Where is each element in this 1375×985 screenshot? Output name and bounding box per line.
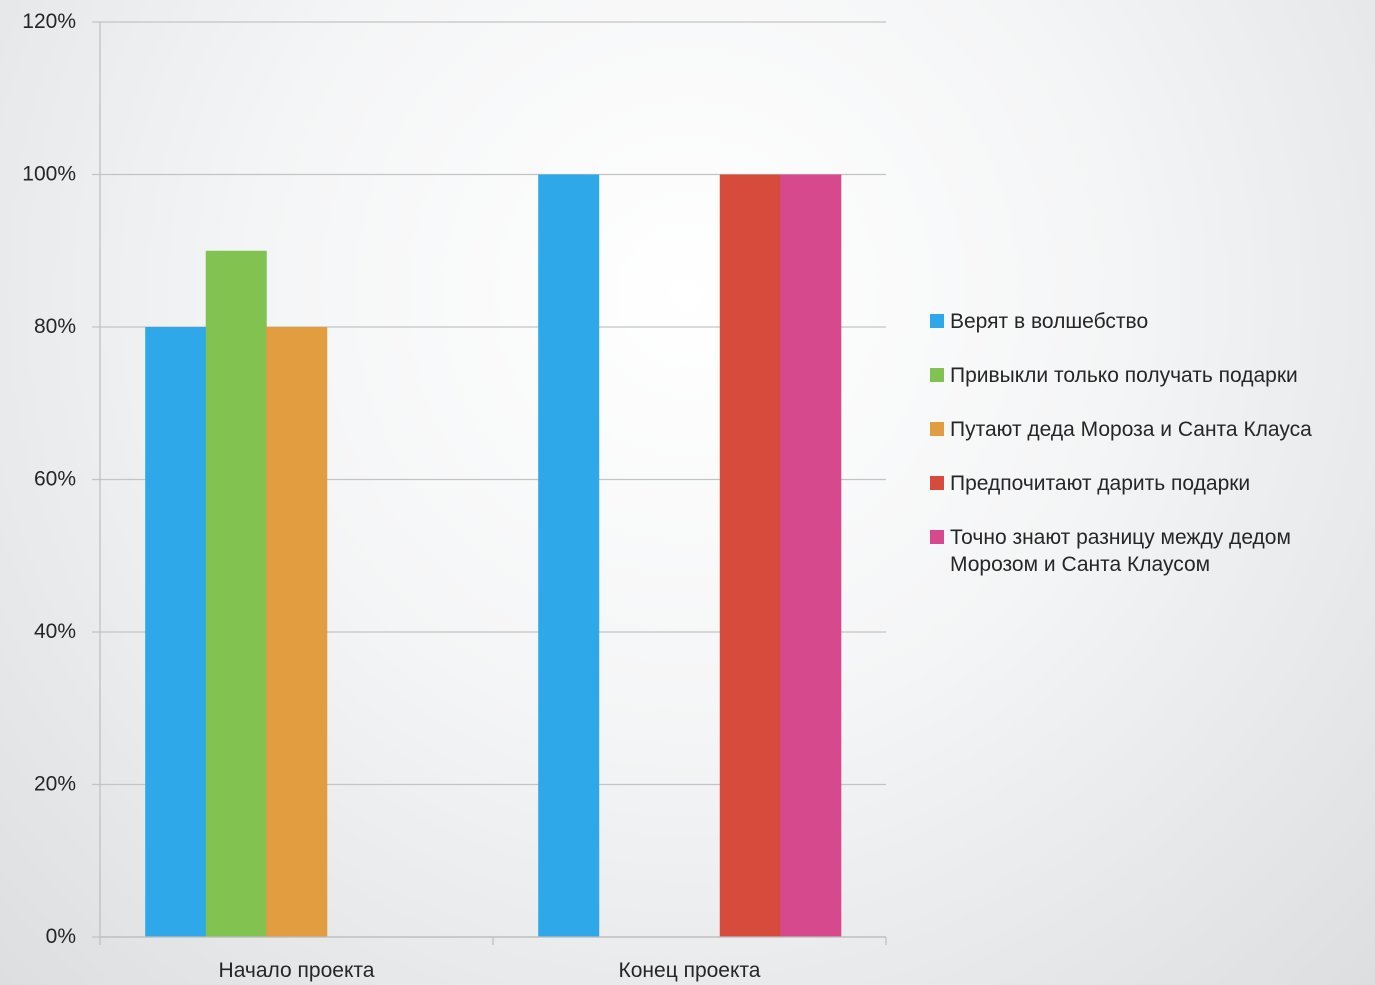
y-axis-tick-labels: 0% 20% 40% 60% 80% 100% 120% [22, 10, 76, 948]
x-tick-label: Начало проекта [219, 959, 375, 982]
legend-swatch [930, 314, 944, 328]
legend-item: Точно знают разницу между дедом Морозом … [930, 524, 1370, 578]
legend-swatch [930, 476, 944, 490]
legend-item: Путают деда Мороза и Санта Клауса [930, 416, 1370, 443]
axes [99, 22, 887, 945]
legend-label: Точно знают разницу между дедом Морозом … [950, 526, 1291, 576]
legend-item: Предпочитают дарить подарки [930, 470, 1370, 497]
bar [719, 174, 781, 937]
bar [538, 174, 600, 937]
legend-label: Привыкли только получать подарки [950, 364, 1298, 387]
y-tick-label: 0% [46, 925, 76, 948]
y-tick-label: 20% [34, 773, 76, 796]
x-tick-label: Конец проекта [619, 959, 761, 982]
legend-swatch [930, 530, 944, 544]
y-tick-label: 40% [34, 620, 76, 643]
legend-label: Предпочитают дарить подарки [950, 472, 1251, 495]
y-tick-label: 80% [34, 315, 76, 338]
legend-label: Путают деда Мороза и Санта Клауса [950, 418, 1312, 441]
y-tick-label: 60% [34, 468, 76, 491]
y-tick-label: 100% [22, 163, 76, 186]
bar [205, 250, 267, 937]
bar [145, 327, 207, 937]
legend-label: Верят в волшебство [950, 310, 1149, 333]
bars [145, 174, 842, 937]
legend-item: Привыкли только получать подарки [930, 362, 1370, 389]
y-tick-label: 120% [22, 10, 76, 33]
legend-swatch [930, 422, 944, 436]
legend-swatch [930, 368, 944, 382]
x-axis-tick-labels: Начало проекта Конец проекта [219, 959, 761, 982]
chart-legend: Верят в волшебство Привыкли только получа… [930, 308, 1370, 578]
bar [266, 327, 328, 937]
bar [780, 174, 842, 937]
legend-item: Верят в волшебство [930, 308, 1370, 335]
